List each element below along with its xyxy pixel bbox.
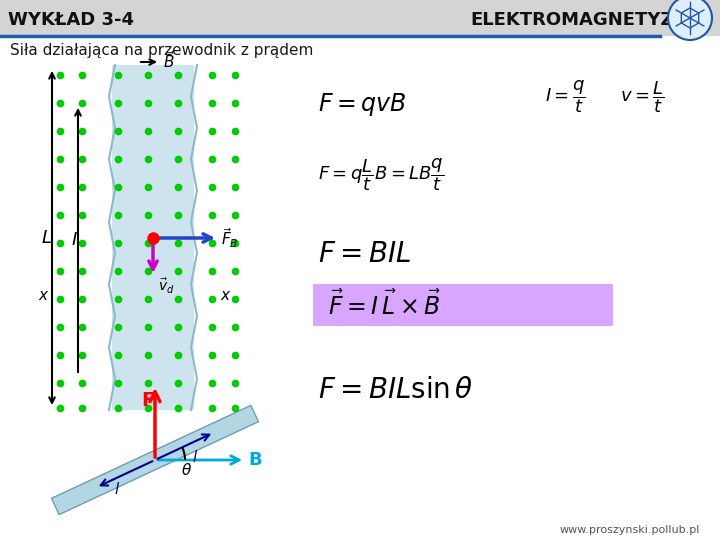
Text: $F = q\dfrac{L}{t}B = LB\dfrac{q}{t}$: $F = q\dfrac{L}{t}B = LB\dfrac{q}{t}$ bbox=[318, 157, 444, 193]
Polygon shape bbox=[52, 406, 258, 515]
Text: L: L bbox=[42, 229, 52, 247]
Bar bbox=[313, 284, 613, 326]
Text: F: F bbox=[141, 390, 154, 409]
Text: I: I bbox=[72, 231, 77, 249]
Circle shape bbox=[668, 0, 712, 40]
Text: $\vec{B}$: $\vec{B}$ bbox=[163, 51, 176, 71]
Text: $F = qvB$: $F = qvB$ bbox=[318, 91, 406, 118]
Text: $\vec{F} = I\,\vec{L} \times \vec{B}$: $\vec{F} = I\,\vec{L} \times \vec{B}$ bbox=[328, 290, 441, 320]
Text: B: B bbox=[248, 451, 261, 469]
Text: $F = BIL\sin\theta$: $F = BIL\sin\theta$ bbox=[318, 376, 474, 403]
Text: $F = BIL$: $F = BIL$ bbox=[318, 241, 411, 268]
Text: WYKŁAD 3-4: WYKŁAD 3-4 bbox=[8, 11, 134, 29]
Text: l: l bbox=[114, 482, 119, 497]
Text: $\vec{F}_B$: $\vec{F}_B$ bbox=[221, 226, 238, 250]
Text: x: x bbox=[220, 287, 229, 302]
Text: x: x bbox=[38, 287, 47, 302]
Text: $I = \dfrac{q}{t}$: $I = \dfrac{q}{t}$ bbox=[545, 79, 586, 116]
Text: l: l bbox=[192, 450, 197, 465]
Text: $\vec{v}_d$: $\vec{v}_d$ bbox=[158, 276, 174, 295]
Text: $v = \dfrac{L}{t}$: $v = \dfrac{L}{t}$ bbox=[620, 79, 665, 115]
Text: ELEKTROMAGNETYZM: ELEKTROMAGNETYZM bbox=[470, 11, 691, 29]
Bar bbox=[112, 65, 194, 410]
Bar bbox=[0, 0, 720, 36]
Text: www.proszynski.pollub.pl: www.proszynski.pollub.pl bbox=[560, 525, 701, 535]
Text: Siła działająca na przewodnik z prądem: Siła działająca na przewodnik z prądem bbox=[10, 43, 313, 57]
Text: $\theta$: $\theta$ bbox=[181, 462, 192, 478]
